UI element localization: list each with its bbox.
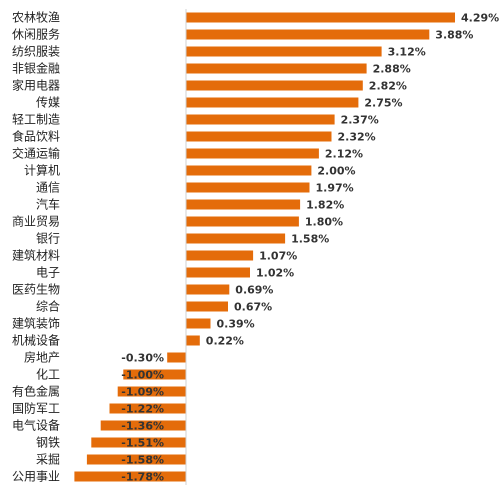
bar-8 bbox=[186, 148, 319, 159]
value-label-26: -1.58% bbox=[121, 454, 164, 467]
bar-7 bbox=[186, 131, 332, 142]
bar-18 bbox=[186, 318, 211, 329]
category-label-13: 银行 bbox=[36, 232, 60, 246]
bar-23 bbox=[109, 403, 186, 414]
bar-16 bbox=[186, 284, 230, 295]
category-label-21: 化工 bbox=[36, 368, 60, 382]
value-label-6: 2.37% bbox=[341, 114, 379, 127]
value-label-16: 0.69% bbox=[235, 284, 273, 297]
category-label-14: 建筑材料 bbox=[12, 248, 60, 263]
bar-9 bbox=[186, 165, 312, 176]
bar-24 bbox=[100, 420, 186, 431]
value-label-2: 3.12% bbox=[388, 46, 426, 59]
bar-4 bbox=[186, 80, 363, 91]
category-label-27: 公用事业 bbox=[12, 470, 60, 484]
bar-10 bbox=[186, 182, 310, 193]
bar-26 bbox=[86, 454, 186, 465]
category-label-6: 轻工制造 bbox=[12, 113, 60, 127]
category-label-8: 交通运输 bbox=[12, 146, 60, 161]
bar-13 bbox=[186, 233, 286, 244]
value-label-14: 1.07% bbox=[259, 250, 297, 263]
category-label-25: 钢铁 bbox=[36, 436, 60, 450]
bar-3 bbox=[186, 63, 367, 74]
category-label-12: 商业贸易 bbox=[12, 214, 60, 229]
value-label-8: 2.12% bbox=[325, 148, 363, 161]
value-label-19: 0.22% bbox=[206, 335, 244, 348]
category-label-3: 非银金融 bbox=[12, 61, 60, 76]
bar-11 bbox=[186, 199, 301, 210]
value-label-9: 2.00% bbox=[317, 165, 355, 178]
bar-1 bbox=[186, 29, 430, 40]
value-label-25: -1.51% bbox=[121, 437, 164, 450]
value-label-21: -1.00% bbox=[121, 369, 164, 382]
category-label-11: 汽车 bbox=[36, 197, 60, 212]
bar-20 bbox=[167, 352, 186, 363]
category-label-5: 传媒 bbox=[36, 95, 60, 110]
bar-19 bbox=[186, 335, 200, 346]
category-label-10: 通信 bbox=[36, 181, 60, 195]
category-label-22: 有色金属 bbox=[12, 384, 60, 399]
category-labels-group: 农林牧渔休闲服务纺织服装非银金融家用电器传媒轻工制造食品饮料交通运输计算机通信汽… bbox=[12, 11, 60, 484]
value-label-10: 1.97% bbox=[316, 182, 354, 195]
bar-15 bbox=[186, 267, 250, 278]
value-label-13: 1.58% bbox=[291, 233, 329, 246]
value-label-23: -1.22% bbox=[121, 403, 164, 416]
category-label-16: 医药生物 bbox=[12, 283, 60, 297]
bar-12 bbox=[186, 216, 299, 227]
bar-14 bbox=[186, 250, 254, 261]
category-label-9: 计算机 bbox=[24, 163, 60, 178]
value-label-20: -0.30% bbox=[121, 352, 164, 365]
bar-21 bbox=[123, 369, 186, 380]
category-label-18: 建筑装饰 bbox=[12, 316, 60, 331]
bar-27 bbox=[74, 471, 186, 482]
bar-17 bbox=[186, 301, 228, 312]
value-label-1: 3.88% bbox=[435, 29, 473, 42]
value-label-5: 2.75% bbox=[364, 97, 402, 110]
value-label-27: -1.78% bbox=[121, 471, 164, 484]
value-label-15: 1.02% bbox=[256, 267, 294, 280]
category-label-17: 综合 bbox=[36, 299, 60, 314]
bars-group bbox=[74, 12, 455, 482]
category-label-19: 机械设备 bbox=[12, 333, 60, 348]
value-label-0: 4.29% bbox=[461, 12, 499, 25]
value-labels-group: 4.29% 3.88% 3.12% 2.88% 2.82% 2.75% 2.37% 2.32%… bbox=[121, 12, 499, 484]
category-label-15: 电子 bbox=[36, 266, 60, 280]
bar-2 bbox=[186, 46, 382, 57]
value-label-12: 1.80% bbox=[305, 216, 343, 229]
value-label-4: 2.82% bbox=[369, 80, 407, 93]
bar-22 bbox=[117, 386, 186, 397]
value-label-17: 0.67% bbox=[234, 301, 272, 314]
category-label-2: 纺织服装 bbox=[12, 45, 60, 59]
bar-6 bbox=[186, 114, 335, 125]
value-label-24: -1.36% bbox=[121, 420, 164, 433]
category-label-1: 休闲服务 bbox=[12, 27, 60, 42]
category-label-20: 房地产 bbox=[24, 350, 60, 365]
bar-5 bbox=[186, 97, 359, 108]
value-label-18: 0.39% bbox=[217, 318, 255, 331]
category-label-4: 家用电器 bbox=[12, 78, 60, 93]
bar-25 bbox=[91, 437, 186, 448]
bar-0 bbox=[186, 12, 455, 23]
category-label-24: 电气设备 bbox=[12, 418, 60, 433]
value-label-3: 2.88% bbox=[373, 63, 411, 76]
category-label-23: 国防军工 bbox=[12, 401, 60, 416]
category-label-0: 农林牧渔 bbox=[12, 11, 60, 25]
category-label-26: 采掘 bbox=[36, 452, 60, 467]
value-label-11: 1.82% bbox=[306, 199, 344, 212]
category-label-7: 食品饮料 bbox=[12, 129, 60, 144]
value-label-22: -1.09% bbox=[121, 386, 164, 399]
value-label-7: 2.32% bbox=[338, 131, 376, 144]
